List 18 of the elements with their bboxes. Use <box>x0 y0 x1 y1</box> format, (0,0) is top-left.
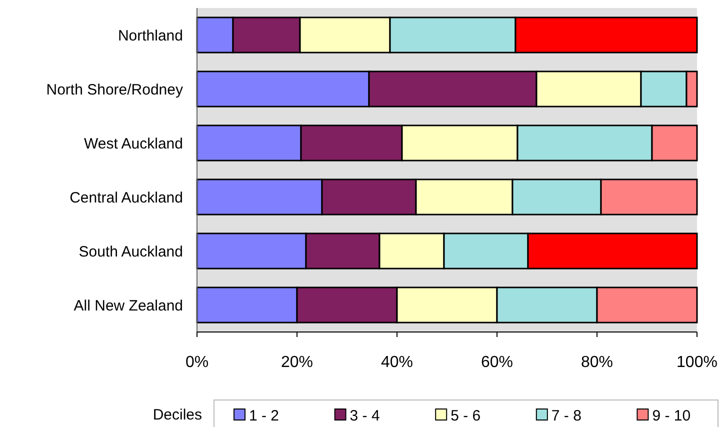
legend-label: 7 - 8 <box>551 407 582 424</box>
x-tick-label: 80% <box>580 354 614 371</box>
y-tick-label: South Auckland <box>78 243 183 260</box>
x-tick-label: 100% <box>676 354 718 371</box>
y-tick-label: Central Auckland <box>70 189 183 206</box>
x-tick-label: 0% <box>185 354 209 371</box>
y-tick-label: West Auckland <box>84 135 183 152</box>
x-tick-label: 40% <box>380 354 414 371</box>
legend-label: 1 - 2 <box>249 407 280 424</box>
y-tick-label: All New Zealand <box>74 297 183 314</box>
legend-label: 5 - 6 <box>450 407 481 424</box>
y-tick-label: North Shore/Rodney <box>46 81 184 98</box>
x-tick-label: 60% <box>480 354 514 371</box>
y-tick-label: Northland <box>118 27 183 44</box>
legend-label: 3 - 4 <box>350 407 380 424</box>
x-tick-label: 20% <box>280 354 314 371</box>
legend-label: 9 - 10 <box>652 407 691 424</box>
legend-title: Deciles <box>152 406 202 424</box>
